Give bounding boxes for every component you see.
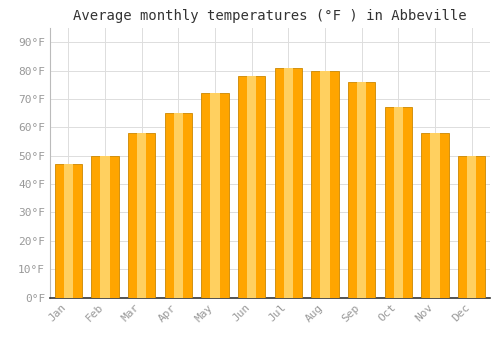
Bar [201,93,229,298]
Bar [394,107,403,298]
Bar [430,133,440,298]
Bar [54,164,82,298]
Bar [128,133,156,298]
Bar [100,156,110,298]
Bar [384,107,412,298]
Bar [458,156,485,298]
Bar [357,82,366,298]
Bar [64,164,73,298]
Bar [247,76,256,298]
Bar [137,133,146,298]
Bar [311,71,339,297]
Bar [467,156,476,298]
Title: Average monthly temperatures (°F ) in Abbeville: Average monthly temperatures (°F ) in Ab… [73,9,467,23]
Bar [320,71,330,297]
Bar [284,68,293,298]
Bar [421,133,448,298]
Bar [210,93,220,298]
Bar [174,113,183,297]
Bar [238,76,266,298]
Bar [274,68,302,298]
Bar [348,82,376,298]
Bar [164,113,192,297]
Bar [91,156,119,298]
